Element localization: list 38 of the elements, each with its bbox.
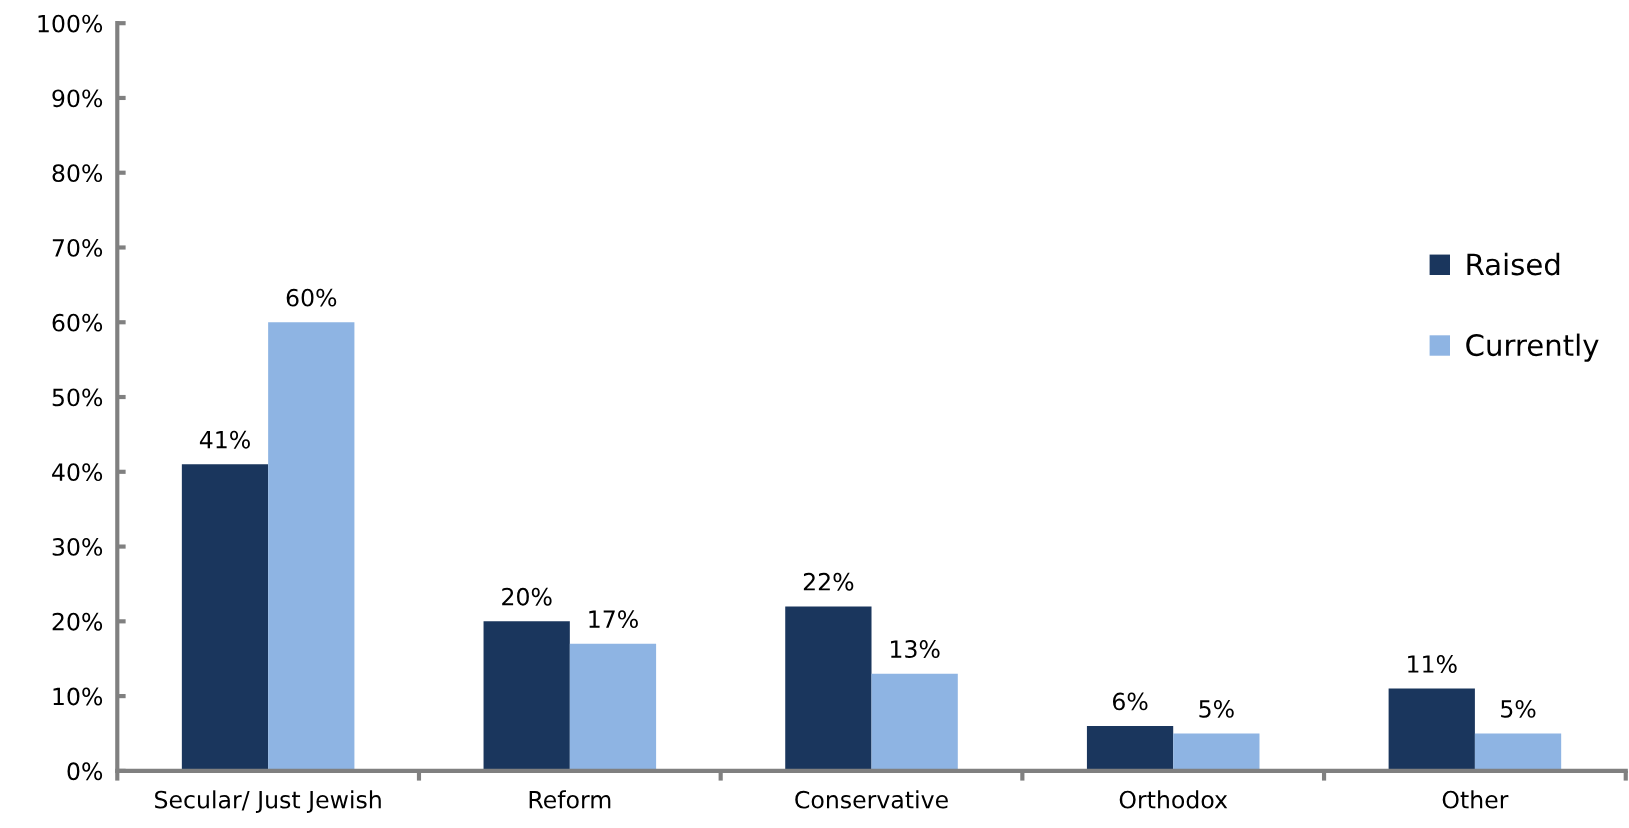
legend-label: Currently (1466, 333, 1599, 362)
bar (785, 606, 872, 771)
y-tick-label: 30% (52, 538, 103, 556)
y-tick-label: 60% (52, 313, 103, 332)
data-label: 20% (502, 587, 552, 606)
y-tick-label: 50% (52, 388, 103, 407)
x-tick-label: Orthodox (1119, 790, 1228, 809)
data-label: 6% (1112, 692, 1148, 711)
x-tick-label: Conservative (795, 790, 948, 809)
x-tick-label: Other (1442, 790, 1509, 809)
y-tick-label: 20% (52, 612, 103, 631)
data-label: 5% (1501, 699, 1536, 718)
bar (871, 673, 958, 771)
y-tick-label: 0% (67, 762, 103, 781)
bar (181, 464, 269, 771)
bar (569, 643, 657, 771)
data-label: 60% (286, 288, 337, 307)
bar (1474, 733, 1562, 771)
bar (1086, 726, 1174, 771)
data-label: 17% (589, 610, 638, 629)
data-label: 5% (1199, 699, 1234, 718)
bar (483, 621, 570, 771)
y-tick-label: 100% (38, 14, 103, 33)
legend-label: Raised (1467, 252, 1560, 276)
x-tick-label: Reform (529, 790, 611, 809)
y-tick-label: 90% (52, 89, 103, 108)
y-tick-label: 10% (53, 687, 103, 706)
y-tick-label: 70% (52, 238, 103, 257)
x-tick-label: Secular/ Just Jewish (155, 790, 381, 813)
bar (268, 322, 355, 771)
data-label: 11% (1408, 655, 1457, 673)
y-tick-label: 80% (52, 164, 103, 183)
data-label: 41% (199, 430, 250, 449)
bar (1388, 688, 1475, 771)
bar (1173, 733, 1260, 771)
y-tick-label: 40% (52, 463, 103, 482)
data-label: 22% (803, 572, 854, 591)
data-label: 13% (891, 640, 940, 658)
